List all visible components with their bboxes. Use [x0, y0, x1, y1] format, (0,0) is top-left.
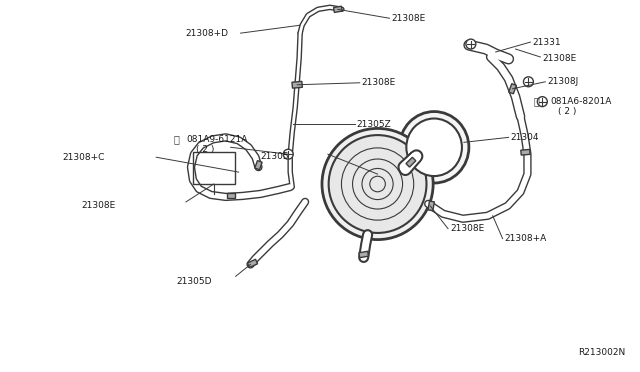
Text: 21308+D: 21308+D	[185, 29, 228, 38]
Bar	[359, 251, 369, 258]
Text: 21308E: 21308E	[392, 14, 426, 23]
Text: 21308+C: 21308+C	[62, 153, 104, 162]
Bar	[248, 259, 258, 267]
Circle shape	[284, 149, 293, 159]
Bar	[255, 161, 262, 170]
Bar	[521, 150, 530, 155]
Text: 21308E: 21308E	[362, 78, 396, 87]
Bar	[333, 6, 342, 13]
Circle shape	[322, 128, 433, 240]
Text: 21305Z: 21305Z	[356, 120, 392, 129]
Bar	[227, 193, 235, 198]
Text: Ⓐ: Ⓐ	[533, 97, 540, 107]
Text: 081A9-6121A: 081A9-6121A	[186, 135, 248, 144]
Text: 21305: 21305	[260, 152, 289, 161]
Text: 081A6-8201A: 081A6-8201A	[550, 97, 612, 106]
Text: 21304: 21304	[511, 133, 539, 142]
Bar	[428, 201, 435, 211]
Text: 21308E: 21308E	[450, 224, 484, 233]
Text: 21305D: 21305D	[176, 277, 212, 286]
Circle shape	[538, 97, 547, 107]
Ellipse shape	[406, 119, 462, 176]
Text: 21331: 21331	[532, 38, 561, 46]
Ellipse shape	[399, 112, 469, 183]
Bar	[509, 84, 516, 94]
Bar	[292, 81, 302, 88]
Text: 21308J: 21308J	[547, 77, 579, 86]
Text: 21308E: 21308E	[542, 54, 577, 64]
Text: Ⓐ: Ⓐ	[173, 134, 179, 144]
Circle shape	[329, 135, 426, 233]
Text: 21308E: 21308E	[82, 201, 116, 210]
Text: ( 2 ): ( 2 )	[558, 107, 577, 116]
Bar	[406, 157, 416, 167]
Circle shape	[466, 39, 476, 49]
Text: 21308+A: 21308+A	[504, 234, 547, 243]
Circle shape	[524, 77, 533, 87]
Bar	[193, 152, 235, 184]
Text: ( 2 ): ( 2 )	[196, 145, 214, 154]
Text: R213002N: R213002N	[578, 348, 625, 357]
